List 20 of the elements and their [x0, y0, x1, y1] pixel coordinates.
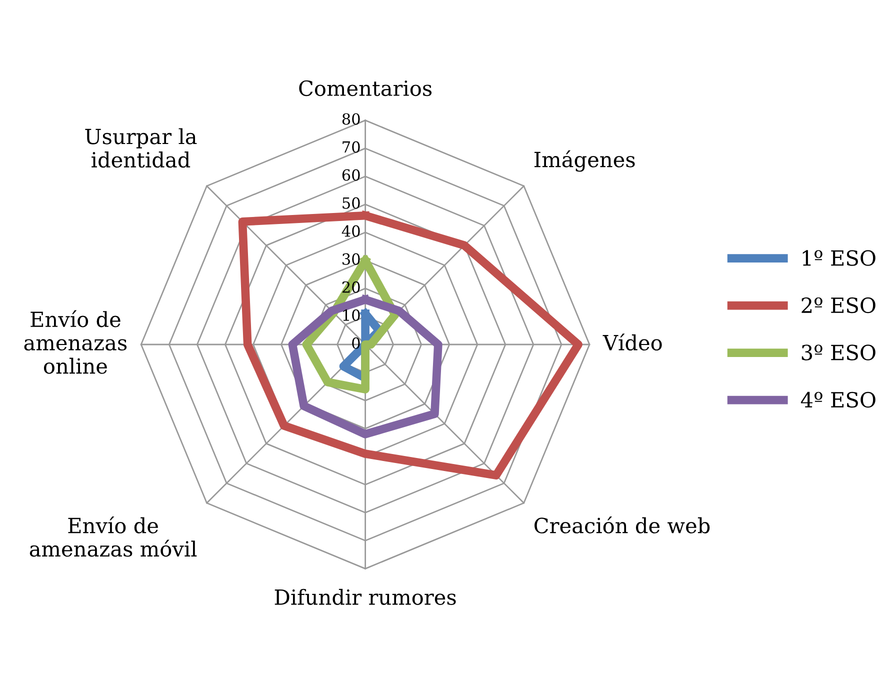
y-tick-label: 50 — [342, 197, 360, 209]
legend-label: 1º ESO — [802, 250, 876, 266]
spoke-label: Difundir rumores — [274, 588, 456, 605]
y-tick-label: 30 — [342, 253, 360, 265]
y-tick-label: 10 — [343, 309, 360, 321]
legend-label: 2º ESO — [802, 297, 876, 314]
spoke-label: Vídeo — [602, 334, 662, 351]
y-tick-label: 70 — [342, 141, 360, 153]
y-tick-label: 80 — [342, 113, 360, 125]
y-tick-label: 60 — [342, 169, 360, 181]
y-tick-label: 40 — [342, 225, 360, 237]
legend-label: 3º ESO — [802, 344, 876, 360]
spoke-label: Envío de amenazas online — [24, 310, 127, 374]
spoke-label: Envío de amenazas móvil — [30, 516, 197, 557]
y-tick-label: 0 — [352, 337, 360, 349]
spoke-label: Imágenes — [534, 150, 635, 172]
legend-label: 4º ESO — [800, 392, 876, 408]
spoke-label: Creación de web — [534, 516, 710, 534]
spoke-label: Usurpar la identidad — [85, 128, 197, 168]
spoke-label: Comentarios — [299, 80, 432, 96]
